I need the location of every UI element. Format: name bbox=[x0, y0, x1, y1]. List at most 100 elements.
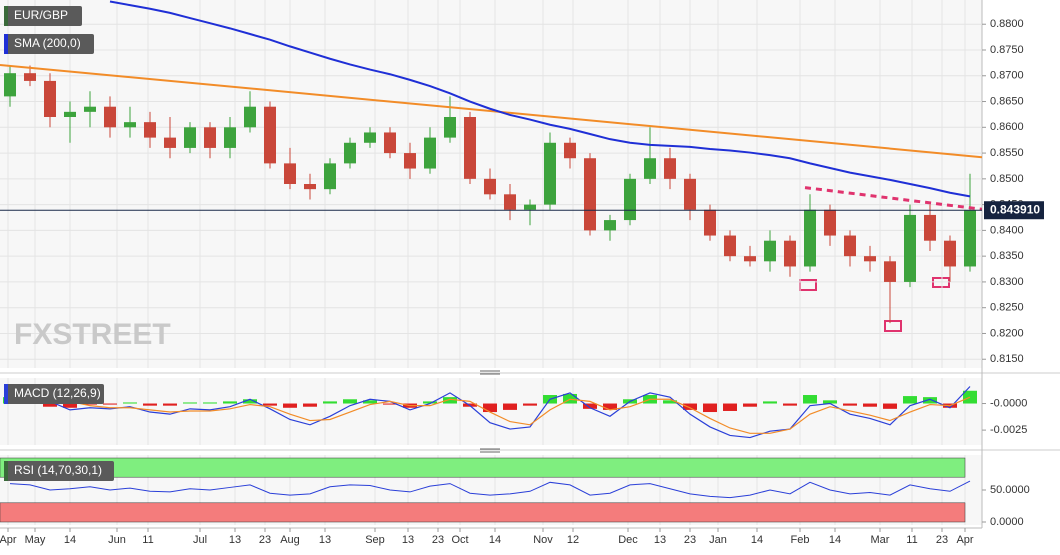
histogram-bar bbox=[283, 403, 297, 408]
y-tick-label: 0.8300 bbox=[990, 276, 1024, 288]
x-tick-label: 13 bbox=[229, 534, 241, 546]
histogram-bar bbox=[863, 403, 877, 407]
candle-body bbox=[824, 209, 836, 236]
y-tick-label: 0.8350 bbox=[990, 250, 1024, 262]
macd-line bbox=[9, 386, 971, 439]
x-tick-label: 11 bbox=[906, 534, 917, 546]
candle-body bbox=[524, 204, 536, 210]
candle-body bbox=[464, 116, 476, 179]
candle-body bbox=[564, 142, 576, 159]
x-tick-label: 14 bbox=[829, 534, 841, 546]
y-tick-label: -0.0000 bbox=[990, 397, 1027, 409]
histogram-bar bbox=[343, 399, 357, 404]
y-tick-label: 0.0000 bbox=[990, 516, 1024, 528]
candle-body bbox=[704, 209, 716, 236]
candle-body bbox=[604, 220, 616, 231]
legend-swatch bbox=[4, 6, 8, 26]
candle-body bbox=[164, 137, 176, 148]
candle-body bbox=[784, 240, 796, 267]
last-price-label: 0.843910 bbox=[990, 202, 1040, 216]
candle-body bbox=[844, 235, 856, 257]
candle-body bbox=[304, 184, 316, 190]
candle-body bbox=[764, 240, 776, 262]
histogram-bar bbox=[783, 403, 797, 406]
histogram-bar bbox=[303, 403, 317, 407]
x-tick-label: Jul bbox=[193, 534, 207, 546]
candle-body bbox=[264, 106, 276, 164]
histogram-bar bbox=[583, 403, 597, 409]
histogram-bar bbox=[763, 401, 777, 404]
x-tick-label: Sep bbox=[365, 534, 385, 546]
x-tick-label: Mar bbox=[871, 534, 890, 546]
legend-box bbox=[4, 461, 114, 481]
y-tick-label: 50.0000 bbox=[990, 484, 1030, 496]
histogram-bar bbox=[603, 403, 617, 410]
candle-body bbox=[944, 240, 956, 267]
candle-body bbox=[244, 106, 256, 128]
histogram-bar bbox=[243, 399, 257, 404]
x-tick-label: Aug bbox=[280, 534, 300, 546]
y-tick-label: 0.8600 bbox=[990, 121, 1024, 133]
candle-body bbox=[484, 178, 496, 195]
candle-body bbox=[664, 158, 676, 179]
candle-body bbox=[224, 127, 236, 148]
legend-label: SMA (200,0) bbox=[14, 36, 81, 50]
candle-body bbox=[24, 73, 36, 81]
histogram-bar bbox=[503, 403, 517, 410]
legend-swatch bbox=[4, 461, 8, 481]
histogram-bar bbox=[43, 403, 57, 407]
histogram-bar bbox=[923, 397, 937, 404]
panel-layer bbox=[3, 386, 977, 439]
histogram-bar bbox=[843, 403, 857, 406]
histogram-bar bbox=[383, 403, 397, 405]
x-tick-label: 23 bbox=[259, 534, 271, 546]
histogram-bar bbox=[483, 403, 497, 413]
watermark: FXSTREET bbox=[14, 318, 171, 351]
x-tick-label: Feb bbox=[791, 534, 810, 546]
rsi-line bbox=[9, 480, 971, 499]
legend-box bbox=[4, 384, 104, 404]
histogram-bar bbox=[723, 403, 737, 411]
candle-body bbox=[344, 142, 356, 164]
histogram-bar bbox=[63, 403, 77, 408]
histogram-bar bbox=[363, 400, 377, 404]
legend-label: EUR/GBP bbox=[14, 8, 68, 22]
x-tick-label: 14 bbox=[489, 534, 501, 546]
histogram-bar bbox=[683, 403, 697, 410]
legend-box bbox=[4, 6, 82, 26]
legend-swatch bbox=[4, 34, 8, 54]
y-tick-label: 0.8150 bbox=[990, 353, 1024, 365]
candle-body bbox=[64, 111, 76, 117]
histogram-bar bbox=[203, 402, 217, 404]
candle-body bbox=[324, 163, 336, 190]
y-tick-label: 0.8250 bbox=[990, 302, 1024, 314]
histogram-bar bbox=[183, 402, 197, 404]
x-tick-label: Dec bbox=[618, 534, 638, 546]
histogram-bar bbox=[883, 403, 897, 409]
x-tick-label: 13 bbox=[319, 534, 331, 546]
low-marker bbox=[884, 320, 902, 332]
candle-body bbox=[964, 210, 976, 267]
candle-body bbox=[444, 116, 456, 138]
x-tick-label: Jun bbox=[108, 534, 126, 546]
rsi-band bbox=[0, 502, 966, 523]
candle-body bbox=[624, 178, 636, 221]
x-tick-label: May bbox=[25, 534, 46, 546]
x-tick-label: Jan bbox=[709, 534, 727, 546]
candle-body bbox=[424, 137, 436, 169]
candle-body bbox=[884, 261, 896, 282]
panel-layer bbox=[0, 457, 971, 523]
candle-body bbox=[904, 214, 916, 282]
candle-body bbox=[864, 256, 876, 262]
plot: Apr May 14 Jun 11 Jul 13 23 Aug 13 Sep 13 23 Oct 14 Nov… bbox=[0, 0, 1044, 546]
candle-body bbox=[384, 132, 396, 154]
histogram-bar bbox=[903, 396, 917, 404]
histogram-bar bbox=[443, 397, 457, 404]
histogram-bar bbox=[743, 403, 757, 407]
candle-body bbox=[104, 106, 116, 128]
legend-label: RSI (14,70,30,1) bbox=[14, 463, 102, 477]
histogram-bar bbox=[703, 403, 717, 413]
candle-body bbox=[504, 194, 516, 210]
